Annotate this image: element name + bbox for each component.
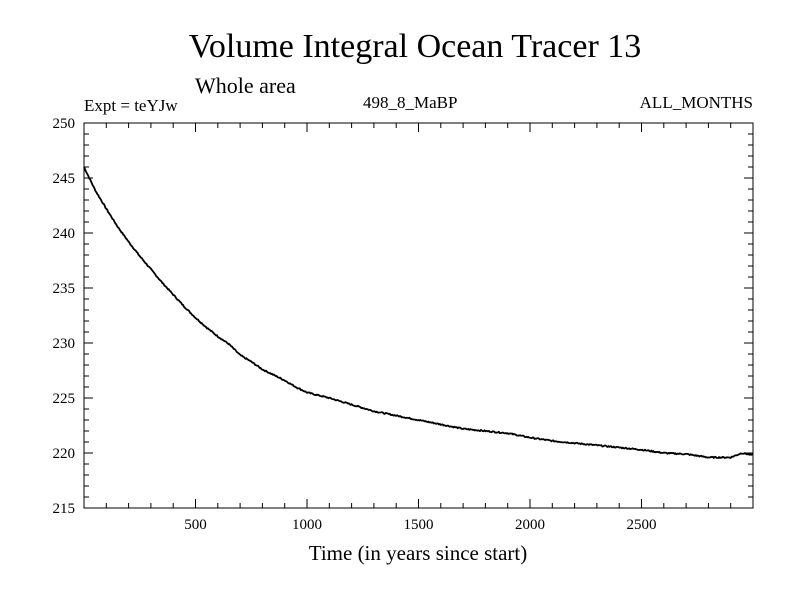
months-label: ALL_MONTHS <box>640 93 753 112</box>
x-ticks: 500 1000 1500 2000 2500 <box>105 123 732 533</box>
y-tick-label: 250 <box>53 116 76 132</box>
plot-area-frame <box>83 122 754 509</box>
x-tick-label: 500 <box>184 517 207 533</box>
expt-label: Expt = teYJw <box>84 96 178 115</box>
x-tick-label: 1000 <box>292 517 322 533</box>
x-tick-label: 1500 <box>404 517 434 533</box>
chart-subtitle: Whole area <box>195 73 296 98</box>
y-ticks: 215 220 225 230 235 240 245 250 <box>53 116 753 517</box>
y-tick-label: 230 <box>53 336 76 352</box>
y-tick-label: 240 <box>53 226 76 242</box>
y-tick-label: 215 <box>53 501 76 517</box>
chart-title: Volume Integral Ocean Tracer 13 <box>189 28 642 65</box>
y-tick-label: 245 <box>53 171 76 187</box>
x-axis-label: Time (in years since start) <box>309 541 528 565</box>
data-series-line <box>83 166 754 459</box>
run-label: 498_8_MaBP <box>363 93 457 112</box>
y-tick-label: 225 <box>53 391 76 407</box>
y-tick-label: 235 <box>53 281 76 297</box>
y-tick-label: 220 <box>53 446 76 462</box>
x-tick-label: 2000 <box>515 517 545 533</box>
x-tick-label: 2500 <box>627 517 657 533</box>
